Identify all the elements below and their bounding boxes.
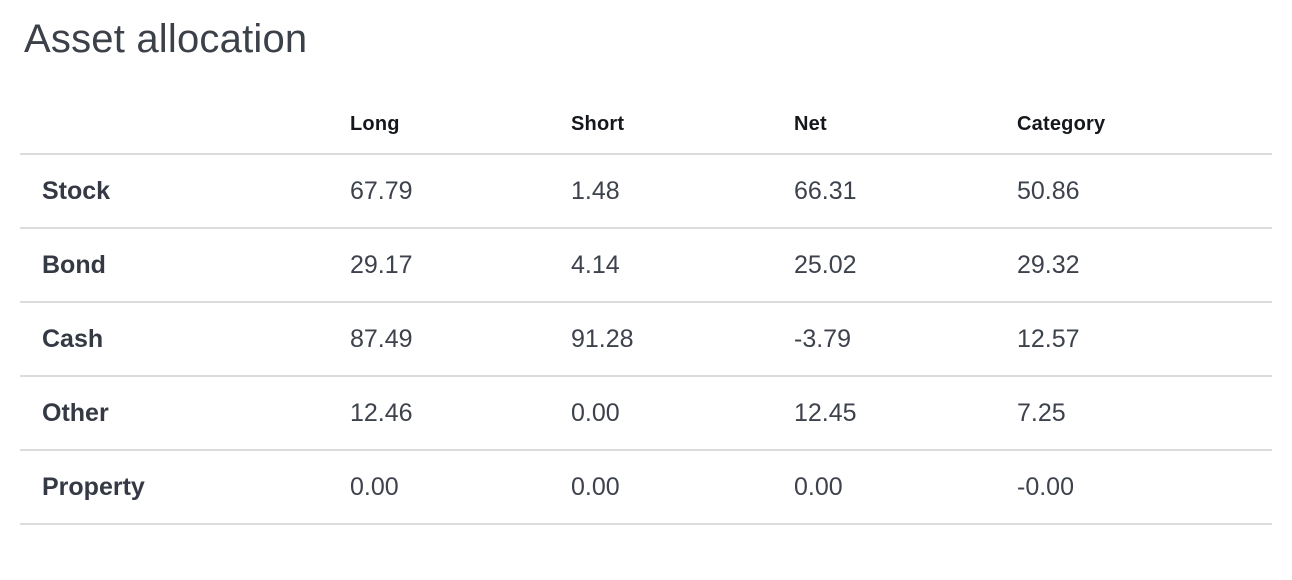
table-row-bond: Bond 29.17 4.14 25.02 29.32: [20, 228, 1272, 303]
header-row: Long Short Net Category: [20, 95, 1272, 155]
cell-category: -0.00: [1017, 450, 1272, 525]
cell-category: 7.25: [1017, 376, 1272, 451]
cell-net: 66.31: [794, 154, 1017, 229]
table-row-cash: Cash 87.49 91.28 -3.79 12.57: [20, 302, 1272, 377]
cell-short: 4.14: [571, 228, 794, 303]
cell-short: 0.00: [571, 450, 794, 525]
table-body: Stock 67.79 1.48 66.31 50.86 Bond 29.17 …: [20, 154, 1272, 525]
cell-category: 29.32: [1017, 228, 1272, 303]
table-row-other: Other 12.46 0.00 12.45 7.25: [20, 376, 1272, 451]
cell-net: 25.02: [794, 228, 1017, 303]
cell-net: 0.00: [794, 450, 1017, 525]
cell-category: 12.57: [1017, 302, 1272, 377]
cell-category: 50.86: [1017, 154, 1272, 229]
cell-short: 1.48: [571, 154, 794, 229]
row-label: Cash: [20, 302, 350, 377]
page-title: Asset allocation: [24, 17, 308, 61]
table-row-stock: Stock 67.79 1.48 66.31 50.86: [20, 154, 1272, 229]
cell-long: 12.46: [350, 376, 571, 451]
column-header-long: Long: [350, 95, 571, 155]
column-header-short: Short: [571, 95, 794, 155]
cell-long: 0.00: [350, 450, 571, 525]
cell-net: -3.79: [794, 302, 1017, 377]
row-label: Other: [20, 376, 350, 451]
row-label: Stock: [20, 154, 350, 229]
cell-short: 0.00: [571, 376, 794, 451]
table-row-property: Property 0.00 0.00 0.00 -0.00: [20, 450, 1272, 525]
cell-net: 12.45: [794, 376, 1017, 451]
cell-long: 29.17: [350, 228, 571, 303]
column-header-net: Net: [794, 95, 1017, 155]
column-header-empty: [20, 95, 350, 155]
cell-short: 91.28: [571, 302, 794, 377]
cell-long: 67.79: [350, 154, 571, 229]
column-header-category: Category: [1017, 95, 1272, 155]
cell-long: 87.49: [350, 302, 571, 377]
row-label: Property: [20, 450, 350, 525]
row-label: Bond: [20, 228, 350, 303]
table-header: Long Short Net Category: [20, 95, 1272, 155]
asset-allocation-table: Long Short Net Category Stock 67.79 1.48…: [20, 95, 1272, 525]
